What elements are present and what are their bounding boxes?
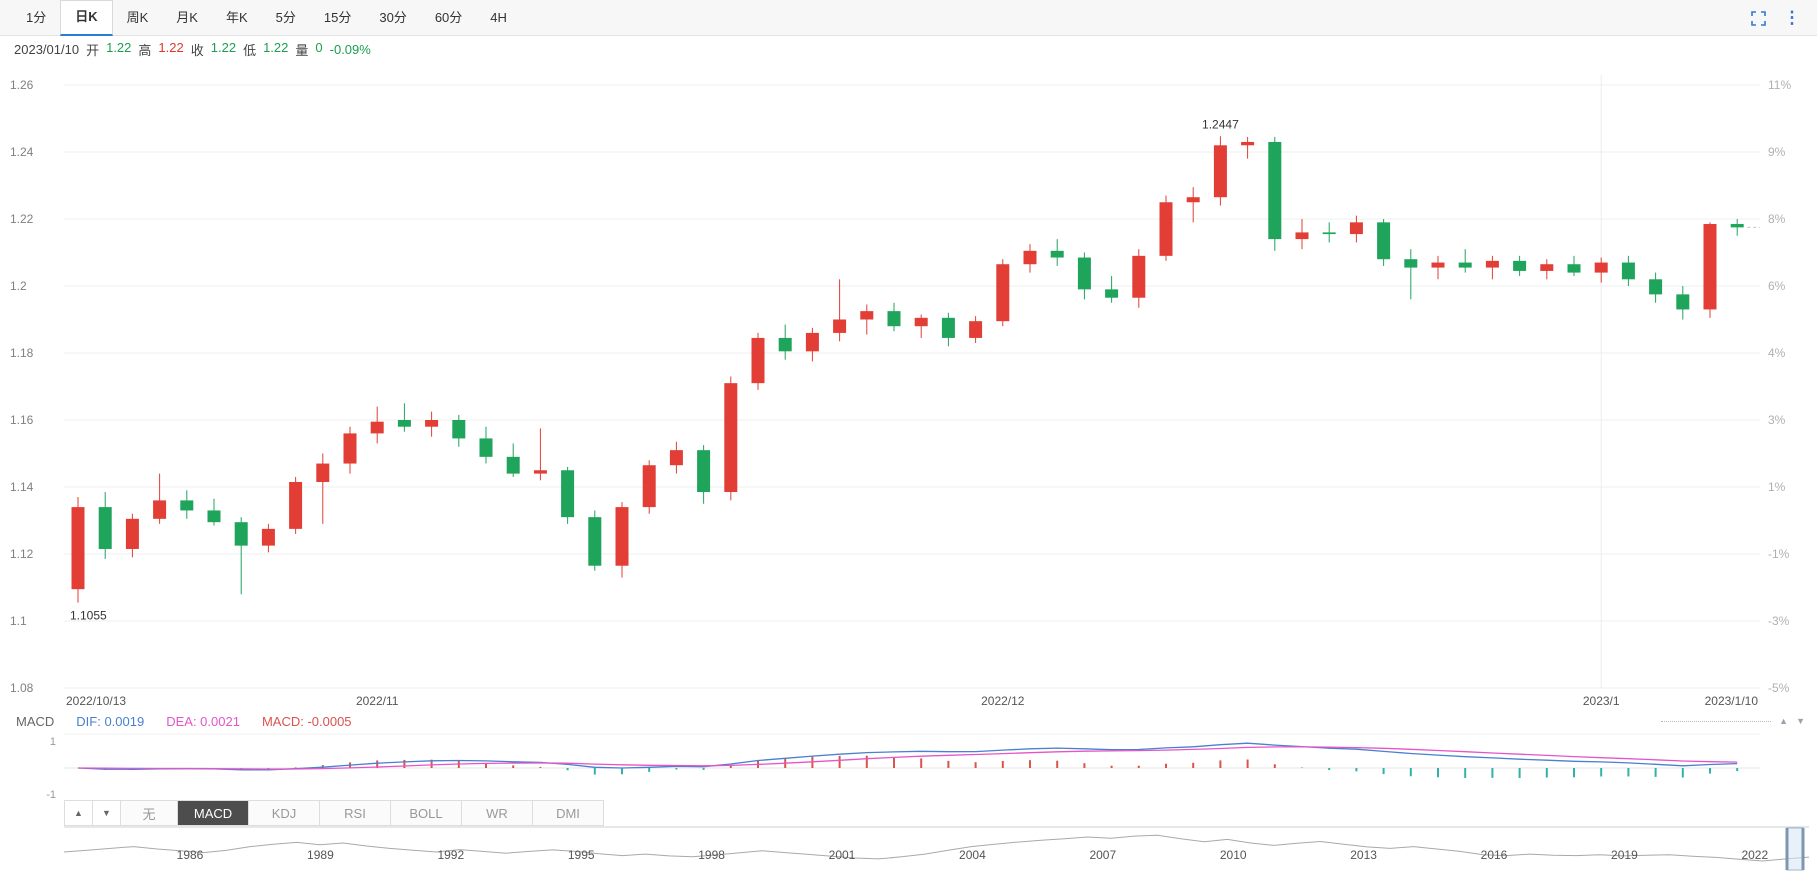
indicator-tab-KDJ[interactable]: KDJ bbox=[249, 801, 320, 825]
svg-text:2022/11: 2022/11 bbox=[356, 694, 399, 708]
svg-text:3%: 3% bbox=[1768, 413, 1786, 427]
topbar-icons: ⋮ bbox=[1749, 0, 1801, 36]
interval-tab-30分[interactable]: 30分 bbox=[379, 9, 407, 25]
quote-date: 2023/01/10 bbox=[14, 41, 80, 57]
field-label: 低 bbox=[243, 42, 257, 58]
field-value: 1.22 bbox=[106, 39, 132, 55]
panel-collapse-up-icon[interactable]: ▲ bbox=[1779, 716, 1789, 726]
indicator-down-button[interactable]: ▼ bbox=[93, 801, 121, 825]
svg-text:2007: 2007 bbox=[1089, 848, 1116, 862]
svg-text:6%: 6% bbox=[1768, 279, 1786, 293]
interval-tab-1分[interactable]: 1分 bbox=[26, 9, 47, 25]
svg-text:11%: 11% bbox=[1768, 78, 1791, 92]
indicator-tab-RSI[interactable]: RSI bbox=[320, 801, 391, 825]
svg-text:2022/10/13: 2022/10/13 bbox=[66, 694, 126, 708]
field-value: 0 bbox=[315, 39, 323, 55]
fullscreen-icon[interactable] bbox=[1749, 9, 1767, 27]
interval-tab-月K[interactable]: 月K bbox=[176, 9, 198, 25]
svg-text:1%: 1% bbox=[1768, 480, 1786, 494]
interval-tab-15分[interactable]: 15分 bbox=[323, 9, 352, 25]
svg-text:-5%: -5% bbox=[1768, 681, 1790, 695]
interval-tab-4H[interactable]: 4H bbox=[490, 9, 507, 25]
macd-value-readout: MACD: -0.0005 bbox=[261, 713, 352, 729]
field-value: 1.22 bbox=[210, 39, 237, 55]
interval-tabbar: 1分 日K 周K 月K 年K 5分 15分 30分 60分 4H ⋮ bbox=[0, 0, 1817, 36]
svg-text:4%: 4% bbox=[1768, 346, 1786, 360]
panel-collapse-down-icon[interactable]: ▼ bbox=[1796, 716, 1805, 726]
navigator-svg[interactable]: 1986 1989 1992 1995 1998 2001 2004 2007 2010 2013… bbox=[0, 826, 1817, 875]
svg-text:2022: 2022 bbox=[1741, 848, 1768, 862]
indicator-tab-MACD[interactable]: MACD bbox=[178, 801, 249, 825]
svg-text:1998: 1998 bbox=[698, 848, 725, 862]
svg-text:1.1055: 1.1055 bbox=[70, 609, 107, 623]
interval-tab-年K[interactable]: 年K bbox=[225, 9, 248, 25]
svg-text:1.16: 1.16 bbox=[10, 413, 34, 427]
interval-tab-60分[interactable]: 60分 bbox=[434, 9, 463, 25]
macd-header: MACD DIF: 0.0019 DEA: 0.0021 MACD: -0.00… bbox=[0, 710, 1817, 732]
indicator-tab-WR[interactable]: WR bbox=[462, 801, 533, 825]
svg-text:-3%: -3% bbox=[1768, 614, 1790, 628]
svg-text:1992: 1992 bbox=[437, 848, 464, 862]
interval-tabs: 1分 日K 周K 月K 年K 5分 15分 30分 60分 4H bbox=[12, 0, 521, 36]
svg-text:1.18: 1.18 bbox=[10, 346, 34, 360]
interval-tab-日K[interactable]: 日K bbox=[60, 0, 113, 36]
indicator-bar: ▲ ▼ 无 MACD KDJ RSI BOLL WR DMI bbox=[64, 800, 604, 826]
indicator-tabs: 无 MACD KDJ RSI BOLL WR DMI bbox=[121, 801, 603, 825]
macd-indicator-panel[interactable]: 1 -1 bbox=[0, 732, 1817, 800]
field-value: 1.22 bbox=[158, 39, 184, 55]
svg-text:1.26: 1.26 bbox=[10, 78, 34, 92]
svg-text:2023/1/10: 2023/1/10 bbox=[1705, 694, 1759, 708]
svg-text:1.1: 1.1 bbox=[10, 614, 27, 628]
svg-text:2016: 2016 bbox=[1481, 848, 1508, 862]
navigator-window[interactable] bbox=[1786, 827, 1804, 871]
svg-text:1986: 1986 bbox=[177, 848, 204, 862]
history-navigator[interactable]: 1986 1989 1992 1995 1998 2001 2004 2007 2010 2013… bbox=[0, 826, 1817, 875]
interval-tab-周K[interactable]: 周K bbox=[126, 9, 149, 25]
svg-text:1995: 1995 bbox=[568, 848, 595, 862]
svg-text:1.2447: 1.2447 bbox=[1202, 117, 1239, 131]
svg-text:2004: 2004 bbox=[959, 848, 986, 862]
field-value: 1.22 bbox=[263, 39, 289, 55]
macd-svg[interactable]: 1 -1 bbox=[0, 732, 1817, 800]
svg-text:2010: 2010 bbox=[1220, 848, 1247, 862]
svg-text:1989: 1989 bbox=[307, 848, 334, 862]
ohlc-info-bar: 2023/01/10 开 1.22 高 1.22 收 1.22 低 1.22 量 0 -0.09% bbox=[0, 36, 1817, 62]
indicator-tab-无[interactable]: 无 bbox=[121, 801, 178, 825]
field-label: 量 bbox=[295, 42, 309, 58]
svg-text:1.14: 1.14 bbox=[10, 480, 34, 494]
macd-header-right: ▲ ▼ bbox=[1661, 716, 1805, 726]
indicator-tab-DMI[interactable]: DMI bbox=[556, 805, 580, 821]
svg-text:9%: 9% bbox=[1768, 145, 1786, 159]
ohlc-fields: 开 1.22 高 1.22 收 1.22 低 1.22 量 0 bbox=[86, 40, 323, 59]
svg-text:-1%: -1% bbox=[1768, 547, 1790, 561]
svg-text:1: 1 bbox=[50, 736, 56, 748]
panel-divider-dots bbox=[1661, 720, 1772, 722]
interval-tab-5分[interactable]: 5分 bbox=[275, 9, 296, 25]
svg-text:8%: 8% bbox=[1768, 212, 1786, 226]
svg-text:2022/12: 2022/12 bbox=[981, 694, 1025, 708]
main-chart-svg[interactable]: 1.26 11% 1.24 9% 1.22 8% 1.2 6% 1.18 4% 1.16 3% 1.14… bbox=[0, 62, 1817, 710]
macd-dif-readout: DIF: 0.0019 bbox=[76, 713, 145, 729]
svg-text:1.08: 1.08 bbox=[10, 681, 34, 695]
field-label: 收 bbox=[190, 42, 204, 58]
svg-text:2013: 2013 bbox=[1350, 848, 1377, 862]
change-percent: -0.09% bbox=[329, 41, 371, 57]
svg-text:1.12: 1.12 bbox=[10, 547, 34, 561]
more-menu-icon[interactable]: ⋮ bbox=[1783, 8, 1801, 27]
field-label: 开 bbox=[86, 42, 100, 58]
macd-dea-readout: DEA: 0.0021 bbox=[166, 713, 240, 729]
indicator-tab-BOLL[interactable]: BOLL bbox=[391, 801, 462, 825]
svg-text:1.2: 1.2 bbox=[10, 279, 27, 293]
svg-text:1.22: 1.22 bbox=[10, 212, 34, 226]
indicator-up-button[interactable]: ▲ bbox=[65, 801, 93, 825]
field-label: 高 bbox=[138, 42, 152, 58]
svg-text:1.24: 1.24 bbox=[10, 145, 34, 159]
svg-text:2019: 2019 bbox=[1611, 848, 1638, 862]
macd-title: MACD bbox=[16, 713, 55, 729]
svg-text:2023/1: 2023/1 bbox=[1583, 694, 1620, 708]
svg-text:2001: 2001 bbox=[829, 848, 856, 862]
main-chart[interactable]: 1.26 11% 1.24 9% 1.22 8% 1.2 6% 1.18 4% 1.16 3% 1.14… bbox=[0, 62, 1817, 710]
svg-text:-1: -1 bbox=[46, 789, 56, 800]
